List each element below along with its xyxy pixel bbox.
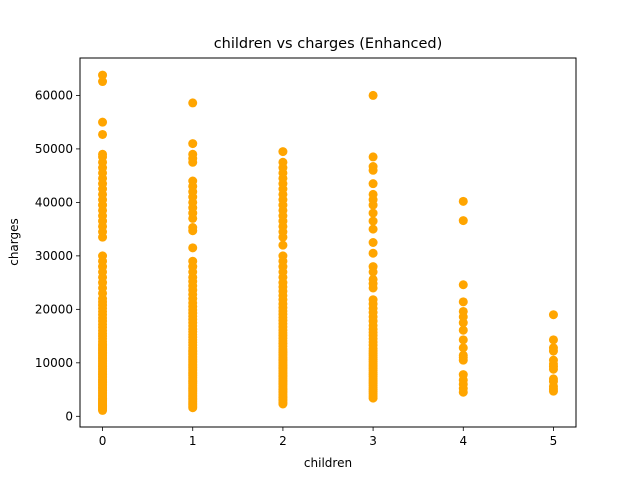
data-point [188, 256, 198, 266]
data-point [368, 90, 378, 100]
data-point [368, 295, 378, 305]
x-tick-label: 4 [459, 434, 467, 448]
data-point [368, 216, 378, 226]
y-tick-label: 30000 [35, 249, 73, 263]
data-point [368, 224, 378, 234]
data-point [98, 129, 108, 139]
y-tick-label: 20000 [35, 302, 73, 316]
x-tick-label: 1 [189, 434, 197, 448]
data-point [458, 216, 468, 226]
data-point [548, 355, 558, 365]
y-tick-label: 60000 [35, 88, 73, 102]
data-point [368, 162, 378, 172]
y-tick-label: 10000 [35, 356, 73, 370]
data-point [188, 139, 198, 149]
x-axis-ticks: 0 1 2 3 4 5 [99, 427, 558, 448]
data-point [458, 335, 468, 345]
y-tick-label: 40000 [35, 195, 73, 209]
data-point [548, 335, 558, 345]
data-point [278, 251, 288, 261]
y-tick-label: 50000 [35, 142, 73, 156]
x-tick-label: 2 [279, 434, 287, 448]
chart-title: children vs charges (Enhanced) [214, 36, 443, 52]
plot-frame [79, 57, 577, 428]
x-tick-label: 0 [99, 434, 107, 448]
data-points [98, 70, 558, 415]
data-point [368, 189, 378, 199]
y-axis-label: charges [7, 218, 21, 266]
data-point [368, 238, 378, 247]
data-point [188, 98, 198, 108]
data-point [368, 248, 378, 258]
data-point [368, 208, 378, 218]
data-point [458, 306, 468, 316]
y-axis-ticks: 0 10000 20000 30000 40000 50000 60000 [35, 88, 80, 423]
data-point [98, 77, 108, 87]
data-point [278, 157, 288, 167]
data-point [98, 149, 108, 159]
data-point [98, 70, 108, 80]
data-point [98, 251, 108, 261]
x-axis-label: children [304, 456, 352, 470]
data-point [368, 152, 378, 162]
data-point [458, 297, 468, 307]
data-point [278, 240, 288, 250]
data-point [188, 223, 198, 233]
data-point [548, 343, 558, 353]
data-point [458, 280, 468, 290]
data-point [368, 274, 378, 284]
data-point [98, 117, 108, 127]
data-point [458, 370, 468, 380]
x-tick-label: 5 [550, 434, 558, 448]
data-point [548, 310, 558, 320]
data-point [458, 325, 468, 335]
data-point [458, 343, 468, 353]
x-tick-label: 3 [369, 434, 377, 448]
data-point [188, 149, 198, 159]
data-point [278, 147, 288, 157]
data-point [548, 374, 558, 384]
data-point [368, 179, 378, 189]
data-point [458, 196, 468, 206]
data-point [458, 350, 468, 360]
y-tick-label: 0 [65, 409, 73, 423]
data-point [188, 243, 198, 253]
data-point [188, 176, 198, 186]
data-point [368, 262, 378, 272]
